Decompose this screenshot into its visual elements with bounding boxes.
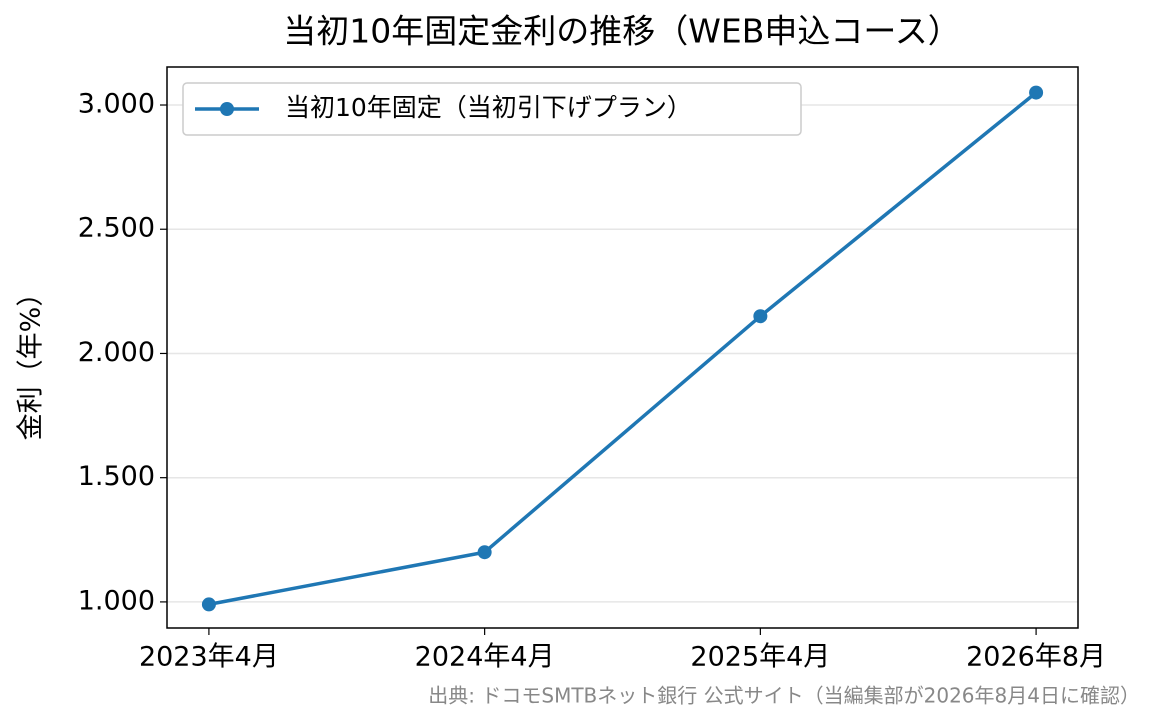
y-tick-label: 1.000 <box>78 585 155 616</box>
y-tick-label: 2.000 <box>78 337 155 368</box>
plot-frame <box>166 66 1079 629</box>
legend-box <box>182 82 802 136</box>
line <box>208 91 1038 607</box>
marker <box>1029 85 1044 100</box>
marker <box>201 597 216 612</box>
x-tick-label: 2024年4月 <box>415 642 555 673</box>
x-tick-label: 2025年4月 <box>690 642 830 673</box>
y-tick-label: 3.000 <box>78 89 155 120</box>
x-tick-label: 2023年4月 <box>139 642 279 673</box>
legend-label: 当初10年固定（当初引下げプラン） <box>285 93 692 122</box>
chart-title: 当初10年固定金利の推移（WEB申込コース） <box>283 12 960 51</box>
y-tick-label: 2.500 <box>78 213 155 244</box>
legend-marker <box>220 102 234 116</box>
x-tick-label: 2026年8月 <box>966 642 1106 673</box>
marker <box>753 309 768 324</box>
marker <box>477 545 492 560</box>
legend: 当初10年固定（当初引下げプラン） <box>182 82 802 136</box>
source-note: 出典: ドコモSMTBネット銀行 公式サイト（当編集部が2026年8月4日に確認… <box>428 684 1140 708</box>
y-axis-label: 金利（年%） <box>16 280 47 441</box>
y-tick-label: 1.500 <box>78 461 155 492</box>
